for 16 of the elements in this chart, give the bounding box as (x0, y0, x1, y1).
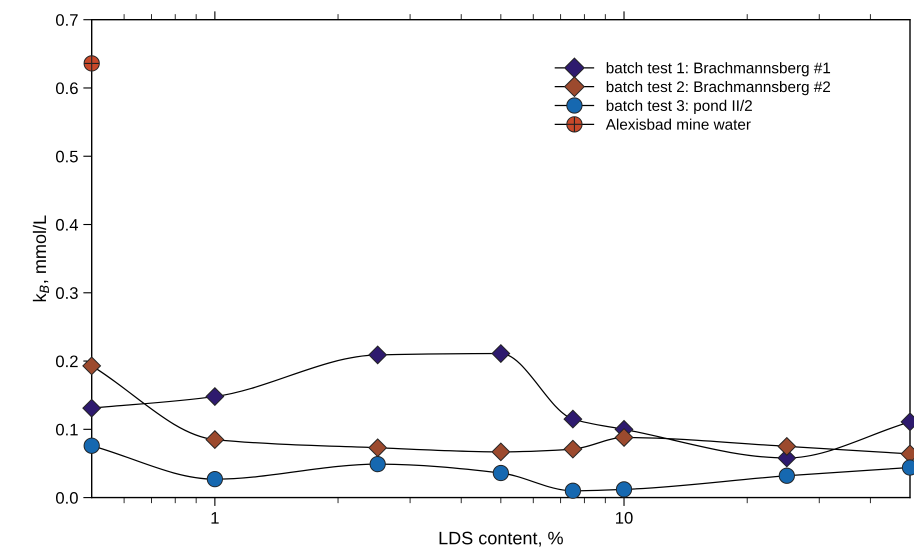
legend-label: Alexisbad mine water (606, 118, 751, 130)
legend-label: batch test 1: Brachmannsberg #1 (606, 62, 830, 76)
y-axis-title: k$_{B}$, mmol/L (32, 216, 49, 302)
y-tick-label: 0.2 (56, 355, 78, 368)
y-tick-label: 0.6 (56, 82, 78, 94)
y-tick-label: 0.7 (56, 14, 78, 26)
x-tick-label: 1 (212, 512, 219, 524)
y-tick-label: 0.0 (56, 492, 78, 504)
legend-label: batch test 3: pond II/2 (606, 100, 752, 114)
legend-label: batch test 2: Brachmannsberg #2 (606, 80, 830, 96)
y-tick-label: 0.1 (56, 424, 78, 436)
y-tick-label: 0.4 (56, 218, 78, 231)
x-axis-title: LDS content, % (440, 532, 563, 547)
y-tick-label: 0.3 (56, 287, 78, 299)
y-tick-label: 0.5 (56, 150, 78, 162)
x-tick-label: 10 (616, 512, 633, 524)
